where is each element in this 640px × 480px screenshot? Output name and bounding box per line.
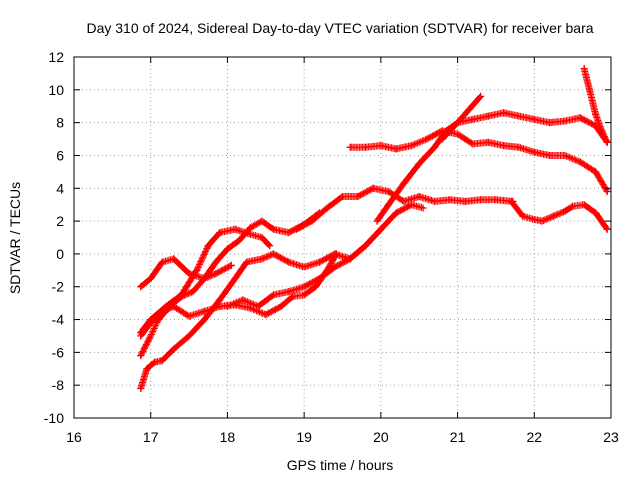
x-tick-label: 21 (450, 429, 466, 445)
series-trace (507, 197, 611, 233)
series-7 (292, 184, 517, 233)
x-tick-label: 16 (66, 429, 82, 445)
x-tick-label: 19 (296, 429, 312, 445)
series-12 (507, 197, 611, 233)
y-tick-label: -2 (52, 279, 65, 295)
x-tick-label: 23 (603, 429, 619, 445)
y-tick-label: -8 (52, 377, 65, 393)
y-tick-label: 10 (48, 82, 64, 98)
x-axis-label: GPS time / hours (287, 457, 394, 473)
y-tick-label: 2 (56, 213, 64, 229)
series-trace (137, 255, 235, 291)
y-tick-label: 6 (56, 147, 64, 163)
y-tick-label: -4 (52, 312, 65, 328)
y-tick-label: 4 (56, 180, 64, 196)
chart-title: Day 310 of 2024, Sidereal Day-to-day VTE… (86, 20, 593, 36)
series-5 (137, 225, 385, 392)
series-9 (346, 127, 611, 196)
series-trace (580, 65, 611, 146)
data-points (137, 64, 611, 392)
series-trace (346, 127, 611, 196)
axis-ticks: 16 17 18 19 20 21 22 23 -10 -8 -6 -4 -2 0 2 4 6 8 10 12 (44, 49, 619, 445)
series-trace (293, 184, 517, 233)
plot-frame (73, 56, 612, 419)
x-tick-label: 20 (373, 429, 389, 445)
series-6 (223, 201, 427, 310)
x-tick-label: 18 (220, 429, 236, 445)
series-trace (438, 109, 611, 146)
y-tick-label: -6 (52, 344, 65, 360)
y-tick-label: 8 (56, 115, 64, 131)
y-tick-label: 12 (48, 49, 64, 65)
series-11 (580, 64, 611, 146)
y-axis-label: SDTVAR / TECUs (7, 182, 23, 294)
x-tick-label: 22 (526, 429, 542, 445)
series-trace (223, 201, 427, 310)
x-tick-label: 17 (143, 429, 159, 445)
y-tick-label: -10 (44, 410, 64, 426)
series-1 (137, 255, 235, 291)
y-tick-label: 0 (56, 246, 64, 262)
